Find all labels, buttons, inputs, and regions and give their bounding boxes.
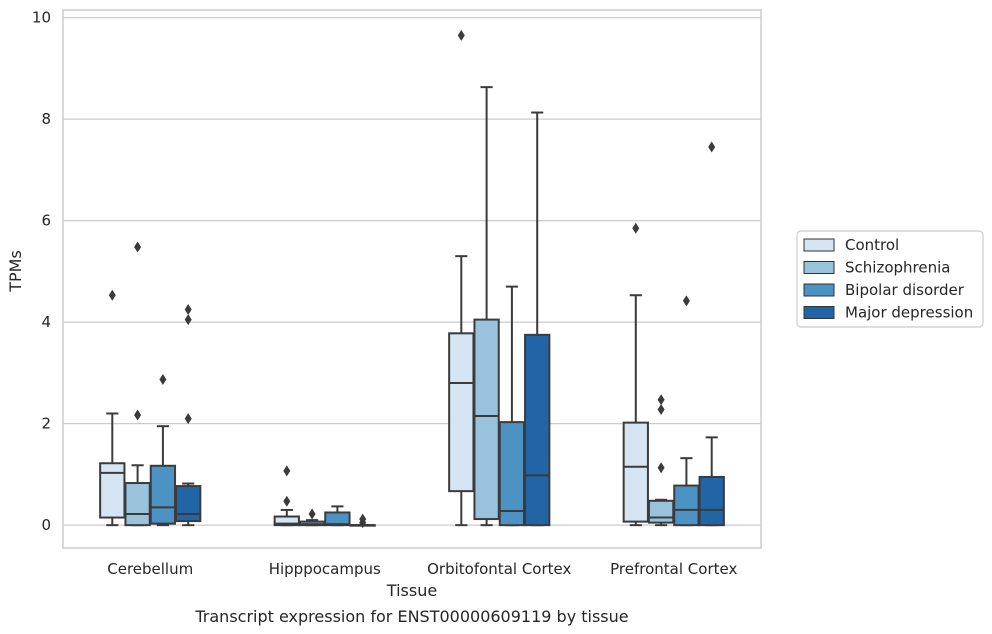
box-iqr [448, 332, 475, 493]
box-iqr [698, 475, 725, 527]
y-tick-label: 4 [41, 313, 51, 331]
box-iqr [473, 318, 500, 521]
legend-swatch [803, 238, 835, 252]
outlier-point [657, 462, 665, 474]
box-bipolar-disorder [324, 505, 351, 527]
box-control [448, 29, 475, 527]
outlier-point [134, 241, 142, 253]
outlier-point [134, 409, 142, 421]
legend-label: Major depression [845, 304, 973, 322]
outlier-point [308, 508, 316, 520]
box-major-depression [698, 141, 725, 527]
outlier-point [159, 373, 167, 385]
box-iqr [622, 421, 649, 523]
outlier-point [657, 403, 665, 415]
box-bipolar-disorder [149, 373, 177, 527]
outlier-point [184, 413, 192, 425]
box-iqr [175, 485, 202, 523]
box-iqr [99, 462, 126, 519]
box-bipolar-disorder [673, 295, 700, 527]
box-major-depression [524, 111, 551, 527]
outlier-point [708, 141, 716, 153]
box-schizophrenia [473, 86, 500, 527]
x-tick-labels: Cerebellum Hipppocampus Orbitofontal Corte… [107, 560, 737, 578]
legend-label: Bipolar disorder [845, 281, 965, 299]
box-iqr [673, 484, 700, 527]
grid-layer [63, 17, 761, 526]
x-tick-label: Hipppocampus [269, 560, 381, 578]
box-schizophrenia [124, 241, 151, 527]
outlier-point [632, 222, 640, 234]
box-iqr [524, 333, 551, 527]
outlier-point [283, 495, 291, 507]
box-iqr [149, 464, 177, 525]
y-axis-title: TPMs [6, 250, 25, 293]
legend-swatch [803, 261, 835, 274]
y-tick-label: 8 [41, 110, 51, 128]
outlier-point [108, 289, 116, 301]
outlier-point [184, 303, 192, 315]
x-tick-label: Orbitofontal Cortex [427, 560, 571, 578]
legend: Control Schizophrenia Bipolar disorder Majo… [796, 230, 984, 328]
chart-caption: Transcript expression for ENST0000060911… [194, 607, 628, 626]
box-iqr [273, 515, 300, 527]
box-schizophrenia [298, 508, 326, 527]
box-bipolar-disorder [498, 285, 526, 527]
outlier-point [657, 394, 665, 406]
outlier-point [283, 465, 291, 477]
box-schizophrenia [647, 394, 675, 527]
outlier-point [682, 295, 690, 307]
box-major-depression [349, 513, 376, 529]
y-tick-label: 2 [41, 415, 51, 433]
box-iqr [498, 421, 526, 527]
y-tick-label: 0 [41, 516, 51, 534]
x-tick-label: Cerebellum [107, 560, 193, 578]
y-tick-label: 10 [32, 9, 51, 27]
box-control [99, 289, 126, 527]
legend-box [796, 230, 984, 328]
box-control [273, 465, 300, 527]
x-tick-label: Prefrontal Cortex [610, 560, 737, 578]
box-iqr [324, 511, 351, 527]
box-control [622, 222, 649, 527]
y-tick-label: 6 [41, 212, 51, 230]
box-major-depression [175, 303, 202, 527]
legend-swatch [803, 306, 835, 319]
outlier-point [457, 29, 465, 41]
legend-label: Schizophrenia [845, 259, 950, 277]
box-layer [99, 29, 725, 529]
plot-frame [62, 9, 762, 549]
legend-swatch [803, 283, 835, 297]
x-axis-title: Tissue [386, 581, 437, 600]
y-tick-labels: 0 2 4 6 8 10 [32, 9, 51, 535]
box-iqr [647, 499, 675, 524]
legend-label: Control [845, 236, 899, 254]
box-iqr [124, 482, 151, 527]
outlier-point [359, 513, 367, 525]
outlier-point [184, 314, 192, 326]
